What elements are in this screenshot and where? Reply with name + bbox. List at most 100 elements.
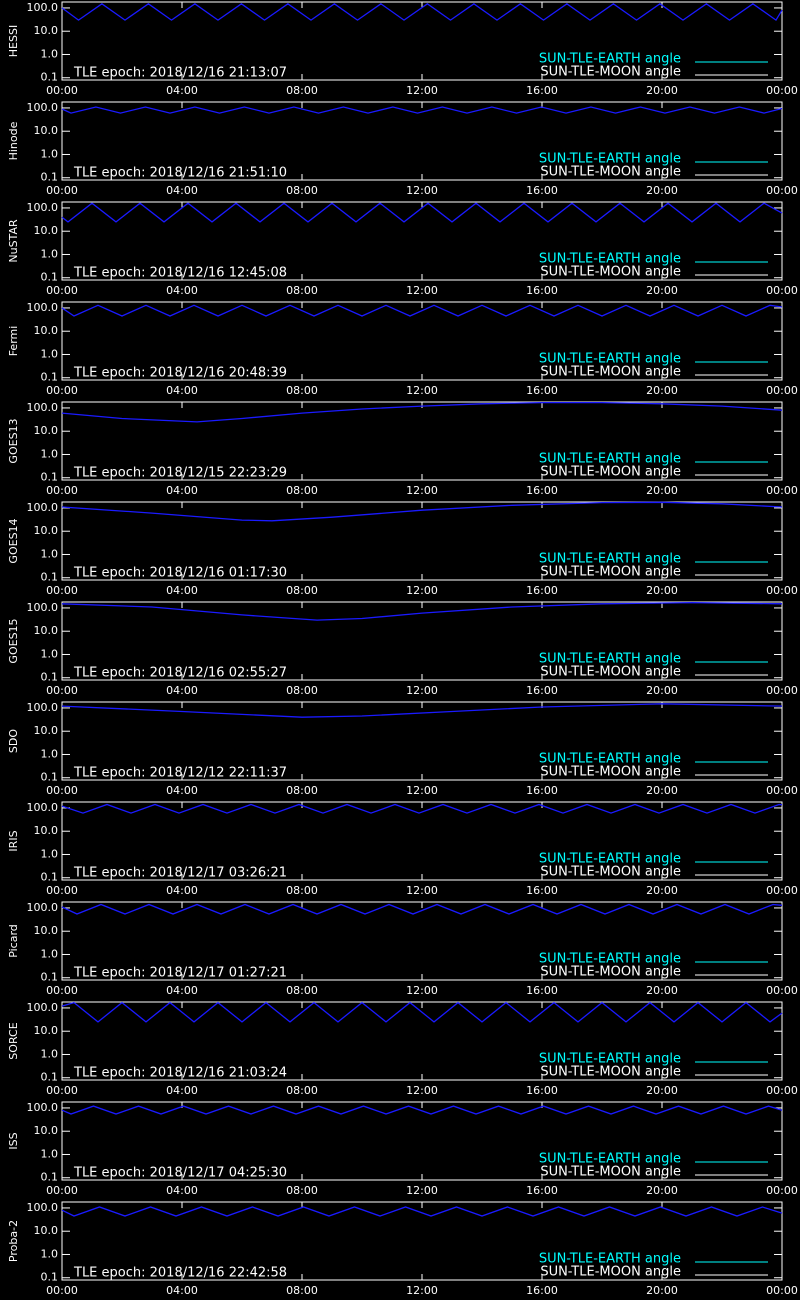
y-tick-label: 100.0: [27, 101, 59, 114]
y-tick-label: 100.0: [27, 601, 59, 614]
x-tick-label: 08:00: [286, 384, 318, 397]
annotation: TLE epoch: 2018/12/16 02:55:27: [73, 666, 287, 681]
y-tick-label: 100.0: [27, 301, 59, 314]
x-tick-label: 08:00: [286, 1184, 318, 1197]
legend-label: SUN-TLE-EARTH angle: [539, 152, 681, 167]
y-tick-label: 0.1: [41, 71, 59, 84]
x-tick-label: 04:00: [166, 1084, 198, 1097]
y-tick-label: 100.0: [27, 1001, 59, 1014]
x-tick-label: 00:00: [766, 1084, 798, 1097]
x-tick-label: 12:00: [406, 484, 438, 497]
y-tick-label: 0.1: [41, 1071, 59, 1084]
x-tick-label: 00:00: [766, 484, 798, 497]
x-tick-label: 08:00: [286, 1084, 318, 1097]
x-tick-label: 20:00: [646, 984, 678, 997]
y-axis-label: GOES14: [7, 518, 20, 563]
x-tick-label: 20:00: [646, 584, 678, 597]
x-tick-label: 00:00: [766, 1284, 798, 1297]
x-tick-label: 20:00: [646, 1284, 678, 1297]
legend-label: SUN-TLE-MOON angle: [540, 965, 681, 980]
x-tick-label: 12:00: [406, 784, 438, 797]
x-tick-label: 00:00: [46, 1284, 78, 1297]
x-tick-label: 12:00: [406, 84, 438, 97]
annotation: TLE epoch: 2018/12/16 21:03:24: [73, 1066, 287, 1081]
data-line: [61, 1001, 783, 1023]
x-tick-label: 12:00: [406, 384, 438, 397]
y-tick-label: 100.0: [27, 1, 59, 14]
y-tick-label: 1.0: [41, 1047, 59, 1060]
annotation: TLE epoch: 2018/12/16 21:13:07: [73, 66, 287, 81]
y-tick-label: 0.1: [41, 1271, 59, 1284]
x-tick-label: 12:00: [406, 1184, 438, 1197]
y-axis-label: SORCE: [7, 1022, 20, 1059]
x-tick-label: 16:00: [526, 784, 558, 797]
annotation: TLE epoch: 2018/12/16 20:48:39: [73, 366, 287, 381]
x-tick-label: 08:00: [286, 284, 318, 297]
y-tick-label: 0.1: [41, 271, 59, 284]
y-tick-label: 100.0: [27, 501, 59, 514]
data-line: [61, 1105, 783, 1115]
annotation: TLE epoch: 2018/12/16 21:51:10: [73, 166, 287, 181]
x-tick-label: 00:00: [766, 984, 798, 997]
legend-label: SUN-TLE-EARTH angle: [539, 1152, 681, 1167]
x-tick-label: 20:00: [646, 1184, 678, 1197]
y-tick-label: 100.0: [27, 401, 59, 414]
y-tick-label: 1.0: [41, 347, 59, 360]
x-tick-label: 08:00: [286, 484, 318, 497]
x-tick-label: 04:00: [166, 384, 198, 397]
legend-label: SUN-TLE-MOON angle: [540, 465, 681, 480]
legend-label: SUN-TLE-EARTH angle: [539, 452, 681, 467]
x-tick-label: 20:00: [646, 484, 678, 497]
legend-label: SUN-TLE-EARTH angle: [539, 1052, 681, 1067]
x-tick-label: 00:00: [46, 184, 78, 197]
x-tick-label: 08:00: [286, 784, 318, 797]
x-tick-label: 00:00: [46, 384, 78, 397]
x-tick-label: 12:00: [406, 184, 438, 197]
x-tick-label: 00:00: [46, 884, 78, 897]
x-tick-label: 16:00: [526, 184, 558, 197]
y-axis-label: Fermi: [7, 326, 20, 357]
legend-label: SUN-TLE-MOON angle: [540, 1165, 681, 1180]
x-tick-label: 04:00: [166, 484, 198, 497]
x-tick-label: 12:00: [406, 1284, 438, 1297]
y-axis-label: Proba-2: [7, 1220, 20, 1262]
x-tick-label: 16:00: [526, 284, 558, 297]
legend-label: SUN-TLE-EARTH angle: [539, 352, 681, 367]
y-tick-label: 0.1: [41, 871, 59, 884]
y-tick-label: 10.0: [34, 1024, 59, 1037]
y-tick-label: 10.0: [34, 224, 59, 237]
legend-label: SUN-TLE-EARTH angle: [539, 852, 681, 867]
x-tick-label: 04:00: [166, 1284, 198, 1297]
x-tick-label: 04:00: [166, 1184, 198, 1197]
data-line: [61, 601, 783, 621]
data-line: [61, 401, 783, 423]
legend-label: SUN-TLE-MOON angle: [540, 365, 681, 380]
y-tick-label: 0.1: [41, 771, 59, 784]
annotation: TLE epoch: 2018/12/16 12:45:08: [73, 266, 287, 281]
x-tick-label: 04:00: [166, 684, 198, 697]
legend-label: SUN-TLE-EARTH angle: [539, 552, 681, 567]
y-tick-label: 100.0: [27, 1101, 59, 1114]
y-tick-label: 0.1: [41, 471, 59, 484]
y-tick-label: 10.0: [34, 324, 59, 337]
x-tick-label: 20:00: [646, 784, 678, 797]
y-tick-label: 100.0: [27, 1201, 59, 1214]
data-line: [61, 903, 783, 915]
y-tick-label: 0.1: [41, 371, 59, 384]
legend-label: SUN-TLE-EARTH angle: [539, 952, 681, 967]
y-tick-label: 1.0: [41, 1147, 59, 1160]
legend-label: SUN-TLE-MOON angle: [540, 165, 681, 180]
y-tick-label: 10.0: [34, 524, 59, 537]
annotation: TLE epoch: 2018/12/12 22:11:37: [73, 766, 287, 781]
data-line: [61, 703, 783, 718]
x-tick-label: 20:00: [646, 1084, 678, 1097]
legend-label: SUN-TLE-EARTH angle: [539, 252, 681, 267]
x-tick-label: 00:00: [46, 1084, 78, 1097]
y-tick-label: 1.0: [41, 247, 59, 260]
legend-label: SUN-TLE-MOON angle: [540, 65, 681, 80]
legend-label: SUN-TLE-EARTH angle: [539, 652, 681, 667]
y-tick-label: 100.0: [27, 901, 59, 914]
y-tick-label: 0.1: [41, 671, 59, 684]
y-tick-label: 0.1: [41, 971, 59, 984]
x-tick-label: 00:00: [46, 684, 78, 697]
